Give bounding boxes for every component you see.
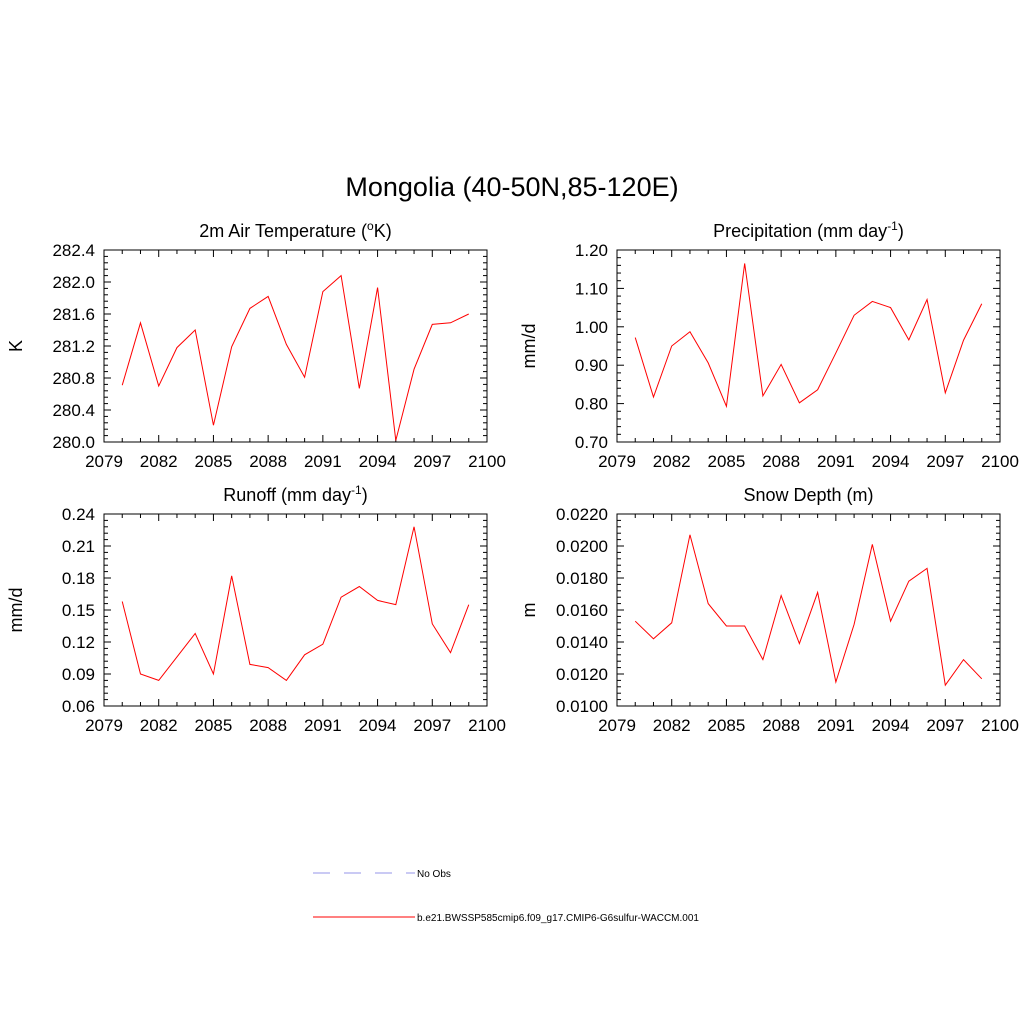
x-tick-label: 2088 — [249, 716, 287, 735]
panel-title: Runoff (mm day-1) — [223, 483, 367, 505]
y-tick-label: 0.0120 — [556, 665, 608, 684]
panel-title-text: Precipitation (mm day — [713, 221, 887, 241]
panel-title-end: ) — [898, 221, 904, 241]
y-tick-label: 0.15 — [62, 601, 95, 620]
panel-air-temperature: 2m Air Temperature (oK) 2079 2082 2085 2088 2… — [6, 219, 506, 471]
panel-title-degree: o — [367, 219, 374, 233]
x-tick-label: 2100 — [468, 452, 506, 471]
x-tick-label: 2079 — [85, 716, 123, 735]
plot-frame — [616, 249, 1001, 443]
y-tick-label: 1.20 — [575, 241, 608, 260]
y-tick-label: 281.6 — [52, 305, 95, 324]
panel-title-exponent: -1 — [351, 483, 362, 497]
panel-title-text: 2m Air Temperature ( — [199, 221, 367, 241]
y-tick-label: 281.2 — [52, 337, 95, 356]
y-tick-label: 282.4 — [52, 241, 95, 260]
x-tick-label: 2094 — [359, 716, 397, 735]
x-tick-label: 2100 — [468, 716, 506, 735]
panel-title: Precipitation (mm day-1) — [713, 219, 904, 241]
x-tick-label: 2082 — [140, 452, 178, 471]
series-line — [634, 263, 983, 409]
panel-title-end: ) — [362, 485, 368, 505]
y-tick-label: 280.8 — [52, 369, 95, 388]
x-tick-label: 2100 — [981, 716, 1019, 735]
y-tick-label: 0.0180 — [556, 569, 608, 588]
plot-frame — [103, 249, 488, 443]
y-tick-label: 0.80 — [575, 395, 608, 414]
x-tick-label: 2097 — [413, 716, 451, 735]
panel-title-text: Runoff (mm day — [223, 485, 351, 505]
x-tick-label: 2079 — [598, 716, 636, 735]
panel-title: Snow Depth (m) — [743, 485, 873, 505]
panel-title-unit: K) — [374, 221, 392, 241]
series-line — [121, 526, 470, 682]
y-tick-label: 282.0 — [52, 273, 95, 292]
x-tick-label: 2082 — [653, 452, 691, 471]
panel-title: 2m Air Temperature (oK) — [199, 219, 391, 241]
y-tick-label: 0.0160 — [556, 601, 608, 620]
x-tick-label: 2091 — [304, 452, 342, 471]
x-tick-label: 2079 — [598, 452, 636, 471]
x-tick-label: 2085 — [195, 452, 233, 471]
x-tick-label: 2088 — [249, 452, 287, 471]
legend-label-no-obs: No Obs — [417, 869, 451, 880]
panel-snow-depth: Snow Depth (m) 2079 2082 2085 2088 2091 2094 20… — [519, 485, 1019, 735]
legend-label-model: b.e21.BWSSP585cmip6.f09_g17.CMIP6-G6sulf… — [417, 913, 699, 924]
y-tick-label: 0.70 — [575, 433, 608, 452]
x-tick-label: 2091 — [304, 716, 342, 735]
y-tick-label: 0.21 — [62, 537, 95, 556]
y-tick-label: 0.0220 — [556, 505, 608, 524]
y-axis-label: K — [6, 340, 26, 352]
x-tick-label: 2091 — [817, 716, 855, 735]
x-tick-label: 2091 — [817, 452, 855, 471]
y-axis-label: m — [519, 603, 539, 618]
y-tick-label: 1.10 — [575, 279, 608, 298]
panel-precipitation: Precipitation (mm day-1) 2079 2082 2085 2088… — [519, 219, 1019, 471]
y-tick-label: 0.09 — [62, 665, 95, 684]
panel-title-exponent: -1 — [887, 219, 898, 233]
x-tick-label: 2097 — [413, 452, 451, 471]
y-tick-label: 0.0100 — [556, 697, 608, 716]
x-tick-label: 2088 — [762, 716, 800, 735]
x-tick-label: 2079 — [85, 452, 123, 471]
legend: No Obs b.e21.BWSSP585cmip6.f09_g17.CMIP6… — [313, 869, 699, 924]
x-tick-label: 2094 — [872, 452, 910, 471]
y-tick-label: 280.0 — [52, 433, 95, 452]
y-axis-label: mm/d — [519, 324, 539, 369]
y-tick-label: 280.4 — [52, 401, 95, 420]
x-tick-label: 2082 — [140, 716, 178, 735]
y-tick-label: 0.06 — [62, 697, 95, 716]
x-tick-label: 2088 — [762, 452, 800, 471]
x-tick-label: 2097 — [926, 716, 964, 735]
figure-title: Mongolia (40-50N,85-120E) — [345, 172, 678, 202]
y-tick-label: 1.00 — [575, 318, 608, 337]
x-tick-label: 2085 — [708, 716, 746, 735]
x-tick-label: 2085 — [708, 452, 746, 471]
panel-runoff: Runoff (mm day-1) 2079 2082 2085 2088 2091 209… — [6, 483, 506, 735]
series-line — [634, 534, 983, 687]
y-tick-label: 0.24 — [62, 505, 95, 524]
x-tick-label: 2100 — [981, 452, 1019, 471]
x-tick-label: 2097 — [926, 452, 964, 471]
y-tick-label: 0.0140 — [556, 633, 608, 652]
y-tick-label: 0.0200 — [556, 537, 608, 556]
y-tick-label: 0.12 — [62, 633, 95, 652]
x-tick-label: 2085 — [195, 716, 233, 735]
series-line — [121, 274, 469, 441]
x-tick-label: 2082 — [653, 716, 691, 735]
x-tick-label: 2094 — [359, 452, 397, 471]
y-tick-label: 0.90 — [575, 356, 608, 375]
y-axis-label: mm/d — [6, 588, 26, 633]
x-tick-label: 2094 — [872, 716, 910, 735]
y-tick-label: 0.18 — [62, 569, 95, 588]
